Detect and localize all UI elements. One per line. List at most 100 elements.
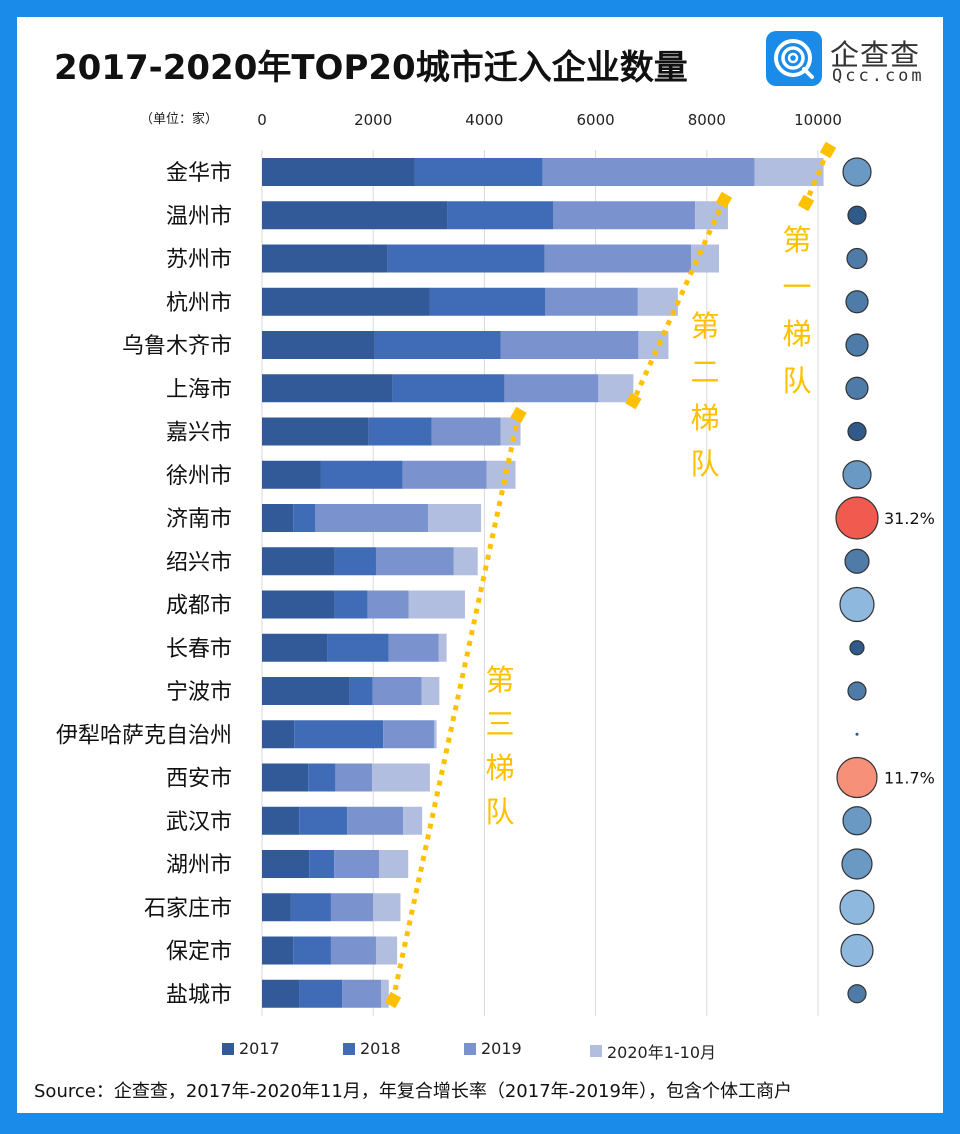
category-label: 金华市 bbox=[166, 161, 232, 186]
bar-segment-2020年1-10月 bbox=[373, 893, 401, 922]
bar-segment-2019 bbox=[402, 460, 487, 489]
x-tick-label: 8000 bbox=[688, 111, 726, 129]
legend-item-2017: 2017 bbox=[222, 1039, 280, 1058]
bar-segment-2020年1-10月 bbox=[453, 547, 478, 576]
category-label: 温州市 bbox=[166, 204, 232, 229]
bar-segment-2018 bbox=[447, 201, 554, 230]
category-label: 伊犁哈萨克自治州 bbox=[56, 723, 232, 748]
category-label: 济南市 bbox=[166, 507, 232, 532]
bar-segment-2017 bbox=[262, 331, 375, 359]
bar-segment-2018 bbox=[392, 374, 505, 403]
bar-segment-2018 bbox=[309, 850, 335, 878]
tier-label-char: 第 bbox=[782, 223, 811, 257]
tier-dotted-line bbox=[390, 414, 521, 1001]
bar-segment-2020年1-10月 bbox=[486, 460, 516, 489]
bar-segment-2019 bbox=[544, 244, 692, 273]
legend-label: 2018 bbox=[360, 1039, 401, 1058]
legend-swatch bbox=[464, 1042, 476, 1055]
tier-endpoint-marker bbox=[384, 991, 402, 1009]
growth-bubble bbox=[842, 157, 872, 187]
bar-segment-2017 bbox=[262, 633, 328, 662]
bar-segment-2019 bbox=[542, 158, 755, 186]
growth-bubble bbox=[839, 889, 875, 925]
category-label: 上海市 bbox=[166, 377, 232, 402]
bar-segment-2017 bbox=[262, 504, 294, 532]
bar-segment-2017 bbox=[262, 460, 321, 489]
category-label: 徐州市 bbox=[166, 464, 232, 489]
growth-bubble bbox=[845, 333, 869, 357]
bar-segment-2019 bbox=[334, 850, 380, 878]
tier-endpoint-marker bbox=[797, 194, 815, 212]
category-label: 乌鲁木齐市 bbox=[122, 334, 232, 359]
bar-segment-2017 bbox=[262, 158, 415, 186]
category-label: 苏州市 bbox=[166, 248, 232, 273]
x-tick-label: 10000 bbox=[794, 111, 842, 129]
growth-bubble bbox=[849, 640, 865, 656]
bar-segment-2019 bbox=[388, 633, 439, 662]
bar-segment-2020年1-10月 bbox=[408, 590, 465, 619]
legend-item-2019: 2019 bbox=[464, 1039, 522, 1058]
category-label: 嘉兴市 bbox=[166, 421, 232, 446]
bar-segment-2019 bbox=[330, 893, 374, 922]
growth-bubble bbox=[844, 548, 870, 574]
bar-segment-2019 bbox=[347, 806, 404, 835]
tier-endpoint-marker bbox=[625, 392, 642, 410]
bar-segment-2019 bbox=[335, 763, 373, 792]
bar-segment-2020年1-10月 bbox=[598, 374, 634, 403]
bar-segment-2020年1-10月 bbox=[372, 763, 430, 792]
bar-segment-2019 bbox=[504, 374, 599, 403]
tier-endpoint-marker bbox=[510, 406, 527, 424]
category-label: 盐城市 bbox=[166, 983, 232, 1008]
tier-label-char: 队 bbox=[782, 364, 811, 398]
legend-label: 2019 bbox=[481, 1039, 522, 1058]
bar-segment-2018 bbox=[387, 244, 545, 273]
bar-segment-2017 bbox=[262, 201, 448, 230]
bar-segment-2019 bbox=[330, 936, 376, 965]
bar-segment-2017 bbox=[262, 893, 291, 922]
bar-segment-2020年1-10月 bbox=[691, 244, 720, 273]
bar-segment-2018 bbox=[294, 720, 384, 749]
growth-bubble bbox=[845, 290, 869, 314]
tier-label-char: 队 bbox=[485, 795, 514, 829]
legend-item-2018: 2018 bbox=[343, 1039, 401, 1058]
bar-segment-2020年1-10月 bbox=[500, 417, 521, 446]
bar-segment-2018 bbox=[327, 633, 389, 662]
bar-segment-2017 bbox=[262, 936, 294, 965]
logo-text-en: Qcc.com bbox=[832, 66, 925, 86]
category-label: 湖州市 bbox=[166, 853, 232, 878]
chart-title: 2017-2020年TOP20城市迁入企业数量 bbox=[54, 48, 688, 88]
bar-segment-2018 bbox=[368, 417, 432, 446]
tier-label-char: 一 bbox=[782, 270, 811, 304]
growth-bubble bbox=[842, 460, 872, 490]
category-label: 宁波市 bbox=[166, 680, 232, 705]
category-label: 西安市 bbox=[166, 767, 232, 792]
growth-bubble-label: 11.7% bbox=[884, 769, 935, 788]
growth-bubble bbox=[847, 205, 867, 225]
x-tick-label: 4000 bbox=[465, 111, 503, 129]
bar-segment-2017 bbox=[262, 374, 393, 403]
bar-segment-2018 bbox=[349, 677, 373, 705]
growth-bubble bbox=[841, 848, 873, 880]
tier-label-char: 第 bbox=[690, 309, 719, 343]
tier-label-char: 梯 bbox=[485, 751, 514, 785]
category-label: 成都市 bbox=[166, 594, 232, 619]
bar-segment-2019 bbox=[500, 331, 639, 359]
bar-segment-2017 bbox=[262, 806, 300, 835]
legend-label: 2020年1-10月 bbox=[607, 1043, 717, 1062]
bar-segment-2019 bbox=[372, 677, 422, 705]
chart-card bbox=[17, 17, 943, 1113]
x-tick-label: 2000 bbox=[354, 111, 392, 129]
logo-text-cn: 企查查 bbox=[830, 38, 921, 72]
bar-segment-2018 bbox=[299, 806, 348, 835]
bar-segment-2018 bbox=[290, 893, 331, 922]
bar-segment-2019 bbox=[375, 547, 454, 576]
growth-bubble bbox=[846, 247, 868, 270]
bar-segment-2020年1-10月 bbox=[754, 158, 824, 186]
tier-dotted-line bbox=[803, 149, 831, 204]
growth-bubble bbox=[847, 421, 867, 442]
growth-bubble bbox=[847, 984, 867, 1004]
bar-segment-2019 bbox=[315, 504, 429, 532]
category-label: 武汉市 bbox=[166, 810, 232, 835]
qcc-logo-icon bbox=[766, 31, 822, 86]
